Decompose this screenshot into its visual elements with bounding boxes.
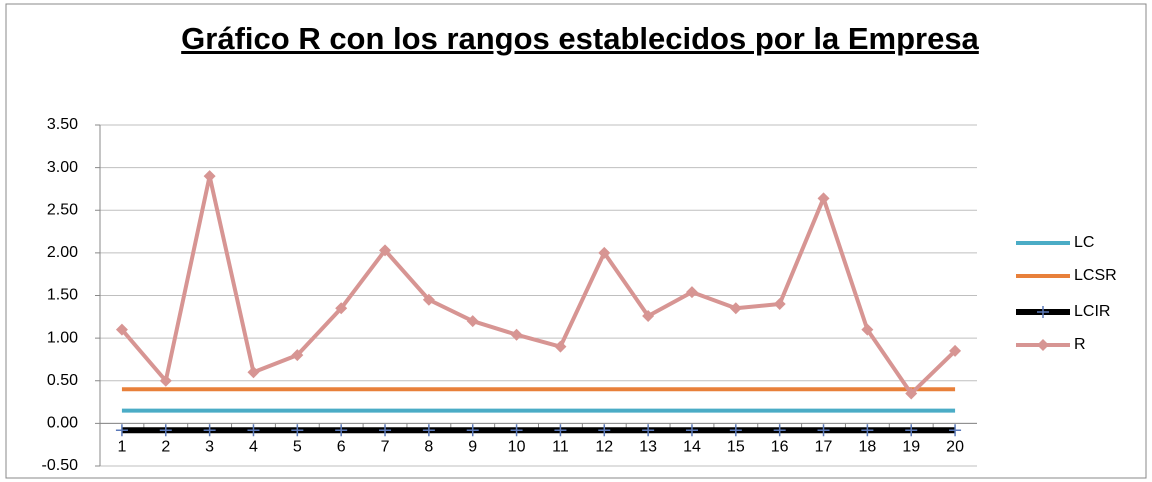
data-point xyxy=(949,424,962,437)
y-tick-label: 3.50 xyxy=(47,116,78,133)
x-tick-label: 18 xyxy=(858,439,876,456)
data-point xyxy=(510,424,523,437)
legend-label: LCSR xyxy=(1074,267,1117,284)
data-point xyxy=(203,424,216,437)
data-point xyxy=(905,387,918,400)
x-tick-label: 10 xyxy=(508,439,526,456)
data-point xyxy=(335,302,348,315)
y-tick-label: 2.50 xyxy=(47,201,78,218)
data-point xyxy=(554,340,567,353)
legend-label: R xyxy=(1074,336,1086,353)
data-point xyxy=(379,424,392,437)
x-tick-label: 20 xyxy=(946,439,964,456)
y-tick-label: 0.50 xyxy=(47,372,78,389)
data-point xyxy=(466,315,479,328)
legend-label: LCIR xyxy=(1074,303,1110,320)
x-tick-label: 13 xyxy=(639,439,657,456)
y-tick-label: 3.00 xyxy=(47,159,78,176)
legend-label: LC xyxy=(1074,234,1094,251)
data-point xyxy=(949,344,962,357)
data-point xyxy=(598,424,611,437)
data-point xyxy=(115,323,128,336)
x-tick-label: 8 xyxy=(424,439,433,456)
legend-marker xyxy=(1037,339,1049,351)
data-point xyxy=(729,424,742,437)
y-tick-label: 1.50 xyxy=(47,287,78,304)
data-point xyxy=(642,309,655,322)
data-point xyxy=(642,424,655,437)
data-point xyxy=(291,424,304,437)
data-point xyxy=(159,374,172,387)
data-point xyxy=(685,424,698,437)
x-tick-label: 9 xyxy=(468,439,477,456)
x-tick-label: 5 xyxy=(293,439,302,456)
data-point xyxy=(422,424,435,437)
data-point xyxy=(379,244,392,257)
x-tick-label: 7 xyxy=(381,439,390,456)
data-point xyxy=(159,424,172,437)
x-tick-label: 14 xyxy=(683,439,701,456)
x-tick-label: 17 xyxy=(815,439,833,456)
data-point xyxy=(685,286,698,299)
x-tick-label: 12 xyxy=(595,439,613,456)
data-point xyxy=(861,323,874,336)
x-tick-label: 19 xyxy=(902,439,920,456)
data-point xyxy=(247,424,260,437)
y-tick-label: 0.00 xyxy=(47,415,78,432)
data-point xyxy=(773,424,786,437)
x-tick-label: 3 xyxy=(205,439,214,456)
data-point xyxy=(335,424,348,437)
x-tick-label: 15 xyxy=(727,439,745,456)
data-point xyxy=(554,424,567,437)
y-tick-label: 2.00 xyxy=(47,244,78,261)
data-point xyxy=(817,192,830,205)
x-tick-label: 1 xyxy=(117,439,126,456)
data-point xyxy=(861,424,874,437)
chart-border xyxy=(5,3,1147,479)
legend-marker xyxy=(1037,306,1049,318)
y-tick-label: -0.50 xyxy=(42,457,79,474)
data-point xyxy=(422,293,435,306)
data-point xyxy=(247,366,260,379)
data-point xyxy=(598,246,611,259)
x-tick-label: 16 xyxy=(771,439,789,456)
data-point xyxy=(291,349,304,362)
data-point xyxy=(729,302,742,315)
data-point xyxy=(817,424,830,437)
data-point xyxy=(466,424,479,437)
x-tick-label: 11 xyxy=(552,439,569,456)
data-point xyxy=(115,424,128,437)
data-point xyxy=(510,328,523,341)
chart-title: Gráfico R con los rangos establecidos po… xyxy=(181,21,979,56)
x-tick-label: 4 xyxy=(249,439,258,456)
data-point xyxy=(203,170,216,183)
x-tick-label: 2 xyxy=(161,439,170,456)
y-tick-label: 1.00 xyxy=(47,329,78,346)
data-point xyxy=(905,424,918,437)
x-tick-label: 6 xyxy=(337,439,346,456)
series-line xyxy=(120,174,957,396)
data-point xyxy=(773,298,786,311)
